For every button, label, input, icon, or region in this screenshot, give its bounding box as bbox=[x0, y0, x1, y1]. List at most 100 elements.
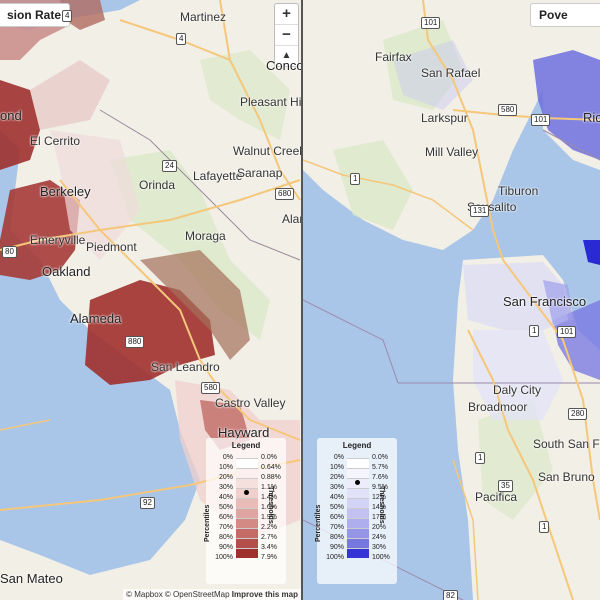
legend-color-swatch bbox=[236, 538, 258, 548]
mapbox-attribution-link[interactable]: © Mapbox bbox=[126, 590, 163, 599]
legend-row: 80% 2.7% bbox=[206, 533, 286, 548]
legend-row: 10% 0.64% bbox=[206, 463, 286, 478]
legend-color-swatch bbox=[236, 498, 258, 508]
highway-shield: 92 bbox=[140, 497, 155, 509]
zoom-in-button[interactable]: + bbox=[275, 4, 298, 25]
improve-map-link[interactable]: Improve this map bbox=[231, 590, 298, 599]
place-el-cerrito: El Cerrito bbox=[30, 134, 81, 148]
legend-row: 100% 100% bbox=[317, 553, 397, 563]
right-map-pane[interactable]: Pove Fairfax San Rafael Larkspur Mill Va… bbox=[303, 0, 600, 600]
legend-title: Legend bbox=[342, 441, 372, 450]
legend-threshold: 100% bbox=[372, 554, 390, 561]
highway-shield: 101 bbox=[557, 326, 577, 338]
legend-current-value-marker bbox=[244, 490, 249, 495]
legend-row: 50% 14% bbox=[317, 503, 397, 518]
legend-threshold: 1.4% bbox=[261, 494, 277, 501]
place-emeryville: Emeryville bbox=[30, 233, 86, 247]
place-moraga: Moraga bbox=[185, 229, 226, 243]
legend-percentile: 70% bbox=[329, 524, 344, 531]
legend-color-swatch bbox=[347, 548, 369, 558]
highway-shield: 131 bbox=[470, 205, 490, 217]
legend-threshold: 17% bbox=[372, 514, 387, 521]
legend-percentile: 80% bbox=[329, 534, 344, 541]
legend-percentile: 0% bbox=[222, 454, 233, 461]
legend-percentile: 100% bbox=[326, 554, 344, 561]
legend-row: 40% 12% bbox=[317, 493, 397, 508]
legend-threshold: 30% bbox=[372, 544, 387, 551]
legend-threshold: 0.0% bbox=[261, 454, 277, 461]
place-castro-valley: Castro Valley bbox=[215, 396, 286, 410]
legend-threshold: 2.7% bbox=[261, 534, 277, 541]
left-map-pane[interactable]: sion Rate + − ▲ Martinez Concord Pleasan… bbox=[0, 0, 301, 600]
legend-percentile: 50% bbox=[218, 504, 233, 511]
legend-row: 30% 9.5% bbox=[317, 483, 397, 498]
place-hayward: Hayward bbox=[218, 425, 270, 440]
legend-percentile: 30% bbox=[329, 484, 344, 491]
map-attribution: © Mapbox © OpenStreetMap Improve this ma… bbox=[123, 589, 301, 600]
highway-shield: 35 bbox=[498, 480, 513, 492]
place-martinez: Martinez bbox=[180, 10, 227, 24]
legend-color-swatch bbox=[347, 468, 369, 478]
legend-percentile: 80% bbox=[218, 534, 233, 541]
legend-row: 60% 17% bbox=[317, 513, 397, 528]
place-alamo: Alamo bbox=[282, 212, 301, 226]
legend-percentile: 40% bbox=[218, 494, 233, 501]
legend-row: 10% 5.7% bbox=[317, 463, 397, 478]
left-legend: Legend Percentiles Thresholds 0% 0.0% 10% 0… bbox=[204, 438, 286, 584]
legend-row: 20% 0.88% bbox=[206, 473, 286, 488]
reset-north-button[interactable]: ▲ bbox=[281, 50, 292, 61]
legend-percentile: 60% bbox=[218, 514, 233, 521]
highway-shield: 1 bbox=[539, 521, 550, 533]
highway-shield: 280 bbox=[568, 408, 588, 420]
right-map-canvas[interactable] bbox=[303, 0, 600, 600]
legend-threshold: 7.6% bbox=[372, 474, 388, 481]
legend-threshold: 0.88% bbox=[261, 474, 281, 481]
highway-shield: 1 bbox=[475, 452, 486, 464]
legend-color-swatch bbox=[236, 468, 258, 478]
place-richmond-partial: ond bbox=[0, 108, 22, 123]
legend-color-swatch bbox=[347, 488, 369, 498]
place-walnut-creek: Walnut Creek bbox=[233, 144, 301, 158]
legend-threshold: 1.9% bbox=[261, 514, 277, 521]
legend-color-swatch bbox=[236, 528, 258, 538]
legend-color-swatch bbox=[236, 458, 258, 468]
legend-threshold: 3.4% bbox=[261, 544, 277, 551]
place-oakland: Oakland bbox=[42, 264, 91, 279]
legend-threshold: 12% bbox=[372, 494, 387, 501]
legend-current-value-marker bbox=[355, 480, 360, 485]
highway-shield: 24 bbox=[162, 160, 177, 172]
legend-row: 60% 1.9% bbox=[206, 513, 286, 528]
highway-shield: 1 bbox=[350, 173, 361, 185]
legend-threshold: 2.2% bbox=[261, 524, 277, 531]
place-richmond-partial: Ric bbox=[583, 110, 600, 125]
osm-attribution-link[interactable]: © OpenStreetMap bbox=[164, 590, 230, 599]
left-zoom-control: + − ▲ bbox=[274, 3, 299, 67]
highway-shield: 880 bbox=[125, 336, 145, 348]
legend-percentile: 30% bbox=[218, 484, 233, 491]
right-legend: Legend Percentiles Thresholds 0% 0.0% 10% 5… bbox=[315, 438, 397, 584]
highway-shield: 680 bbox=[275, 188, 295, 200]
place-san-leandro: San Leandro bbox=[151, 360, 220, 374]
legend-row: 0% 0.0% bbox=[206, 453, 286, 468]
place-pleasant-hill: Pleasant Hill bbox=[240, 95, 301, 109]
legend-threshold: 9.5% bbox=[372, 484, 388, 491]
right-map-title: Pove bbox=[530, 3, 600, 27]
place-larkspur: Larkspur bbox=[421, 111, 468, 125]
legend-percentile: 20% bbox=[218, 474, 233, 481]
legend-percentile: 90% bbox=[218, 544, 233, 551]
place-san-rafael: San Rafael bbox=[421, 66, 481, 80]
legend-color-swatch bbox=[347, 498, 369, 508]
place-fairfax: Fairfax bbox=[375, 50, 412, 64]
highway-shield: 101 bbox=[421, 17, 441, 29]
legend-row: 80% 24% bbox=[317, 533, 397, 548]
zoom-out-button[interactable]: − bbox=[275, 25, 298, 46]
legend-color-swatch bbox=[347, 528, 369, 538]
highway-shield: 1 bbox=[529, 325, 540, 337]
place-pacifica: Pacifica bbox=[475, 490, 518, 504]
legend-percentile: 20% bbox=[329, 474, 344, 481]
legend-percentile: 0% bbox=[333, 454, 344, 461]
map-divider[interactable] bbox=[301, 0, 303, 600]
legend-threshold: 20% bbox=[372, 524, 387, 531]
place-san-francisco: San Francisco bbox=[503, 294, 587, 309]
legend-color-swatch bbox=[236, 508, 258, 518]
